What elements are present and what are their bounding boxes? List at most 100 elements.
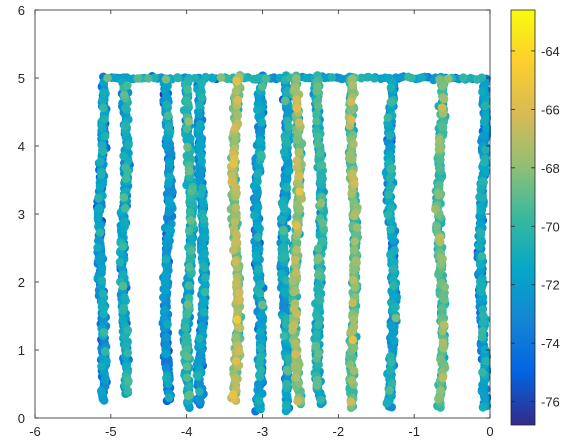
track-1-point — [96, 386, 106, 396]
top-band-point — [301, 73, 311, 83]
track-10-point — [312, 330, 321, 339]
colorbar-tick-label: -72 — [541, 278, 560, 293]
track-9-point — [291, 286, 300, 296]
track-12-point — [386, 203, 396, 213]
track-1-point — [100, 347, 110, 356]
track-2-point — [121, 174, 131, 183]
track-13-point — [438, 81, 448, 91]
track-3-point — [163, 233, 172, 242]
track-13-point — [438, 373, 448, 383]
track-2-point — [115, 257, 125, 267]
track-7-point — [254, 265, 263, 274]
track-13-point — [435, 135, 444, 144]
track-4-point — [185, 263, 194, 272]
track-7-point — [256, 404, 265, 414]
track-3-point — [165, 172, 174, 182]
track-3-point — [164, 225, 174, 234]
track-10-point — [314, 349, 323, 358]
track-2-point — [121, 341, 130, 351]
track-14-point — [476, 220, 486, 230]
track-5-point — [195, 334, 204, 343]
track-3-point — [162, 100, 171, 109]
colorbar-tick-label: -64 — [541, 44, 560, 59]
track-7-point — [256, 150, 266, 160]
track-5-point — [195, 387, 204, 396]
track-5-point — [197, 79, 206, 88]
top-band-point — [261, 74, 271, 83]
track-6-point — [229, 245, 238, 255]
track-8-point — [282, 276, 291, 285]
track-6-point — [233, 306, 243, 316]
track-7-point — [253, 177, 262, 186]
track-13-point — [438, 254, 447, 263]
track-6-point — [231, 257, 240, 267]
track-10-point — [315, 149, 325, 158]
track-12-point — [385, 131, 395, 140]
track-8-point — [281, 319, 291, 329]
track-14-point — [477, 251, 487, 261]
track-2-point — [123, 326, 133, 335]
track-7-point — [255, 224, 264, 233]
track-3-point — [165, 160, 175, 169]
track-12-point — [384, 151, 394, 160]
track-1-point — [99, 317, 108, 327]
top-band-point — [190, 73, 200, 83]
track-2-point — [118, 281, 128, 291]
track-5-point — [195, 133, 205, 142]
track-11-point — [346, 327, 356, 337]
track-7-point — [256, 344, 265, 353]
track-5-point — [200, 263, 210, 273]
track-9-point — [288, 276, 298, 286]
top-band-point — [337, 74, 347, 84]
track-10-point — [312, 117, 321, 126]
track-9-point — [292, 156, 302, 165]
track-7-point — [255, 372, 265, 382]
top-band-point — [223, 74, 232, 84]
track-12-point — [386, 225, 395, 234]
track-13-point — [435, 180, 444, 190]
track-6-point — [233, 111, 242, 120]
track-9-point — [293, 396, 302, 406]
track-2-point — [118, 315, 128, 325]
top-band-point — [459, 73, 468, 82]
track-11-point — [348, 298, 358, 308]
track-7-point — [258, 82, 267, 91]
track-13-point — [435, 233, 445, 242]
track-11-point — [349, 179, 359, 189]
track-7-point — [256, 327, 265, 337]
track-2-point — [121, 163, 130, 172]
track-14-point — [480, 101, 490, 111]
track-1-point — [99, 328, 109, 337]
track-10-point — [312, 375, 322, 385]
track-12-point — [387, 142, 396, 152]
track-13-point — [436, 354, 445, 364]
track-4-point — [184, 117, 193, 126]
track-5-point — [199, 296, 208, 306]
track-4-point — [182, 332, 191, 341]
track-14-point — [474, 242, 484, 251]
track-13-point — [434, 163, 444, 173]
track-4-point — [185, 207, 195, 217]
track-2-point — [120, 332, 130, 342]
track-3-point — [164, 207, 174, 217]
track-13-point — [438, 338, 448, 347]
track-10-point — [317, 160, 327, 170]
track-14-point — [478, 193, 488, 202]
track-3-point — [164, 393, 174, 403]
track-6-point — [234, 346, 244, 356]
top-band-point — [249, 74, 258, 84]
track-9-point — [294, 118, 304, 127]
track-3-point — [164, 122, 173, 132]
y-tick-label: 6 — [18, 3, 25, 18]
track-5-point — [198, 240, 207, 250]
track-8-point — [279, 226, 288, 236]
track-9-point — [294, 147, 304, 157]
track-8-point — [279, 331, 289, 341]
track-5-point — [200, 287, 210, 297]
track-12-point — [388, 289, 398, 299]
track-4-point — [183, 153, 193, 163]
track-1-point — [93, 213, 103, 223]
track-7-point — [253, 232, 263, 242]
track-11-point — [349, 266, 358, 275]
track-6-point — [234, 322, 243, 332]
